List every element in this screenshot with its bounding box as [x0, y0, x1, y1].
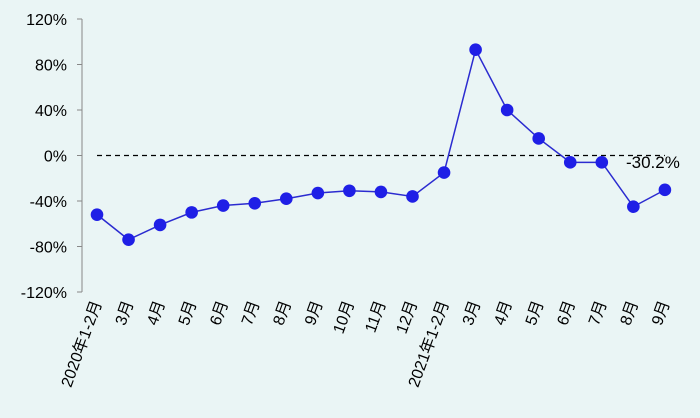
data-point [658, 183, 672, 197]
y-tick-label: 120% [26, 12, 67, 29]
data-point [122, 233, 135, 246]
data-point [311, 186, 325, 200]
data-point [248, 196, 262, 210]
data-label: -30.2% [626, 153, 680, 172]
data-point [532, 132, 545, 145]
data-point [500, 103, 514, 117]
data-point [406, 190, 419, 203]
data-point [280, 192, 293, 206]
y-tick-label: 80% [35, 58, 67, 75]
annotation-group: -30.2% [626, 153, 680, 172]
data-point [595, 156, 609, 169]
data-point [90, 208, 104, 221]
data-point [216, 199, 230, 212]
data-point [343, 184, 356, 198]
data-point [437, 166, 451, 179]
y-tick-label: 0% [44, 149, 67, 166]
data-point-group [90, 43, 672, 246]
data-point [374, 185, 388, 199]
y-tick-label: 40% [35, 103, 67, 120]
data-point [469, 43, 482, 57]
y-tick-label: -80% [30, 240, 67, 257]
data-point [627, 200, 640, 213]
data-point [185, 206, 198, 219]
y-tick-label: -40% [30, 194, 67, 211]
y-tick-group: 120% 80% 40% 0% -40% -80% -120% [21, 12, 82, 302]
data-point [153, 218, 167, 232]
data-point [563, 156, 577, 169]
y-tick-label: -120% [21, 285, 67, 302]
